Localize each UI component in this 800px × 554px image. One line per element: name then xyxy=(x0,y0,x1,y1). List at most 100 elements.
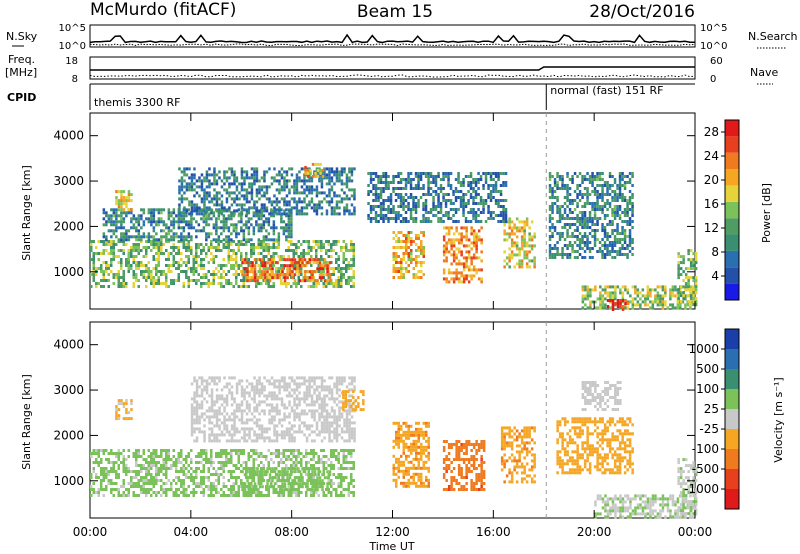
echo-cell xyxy=(330,464,333,467)
echo-cell xyxy=(215,255,218,258)
echo-cell xyxy=(155,220,158,224)
echo-cell xyxy=(455,271,458,275)
echo-cell xyxy=(631,211,634,214)
echo-cell xyxy=(689,300,692,304)
echo-cell xyxy=(135,455,138,458)
echo-cell xyxy=(415,264,418,267)
echo-cell xyxy=(207,285,210,288)
echo-cell xyxy=(120,226,123,230)
echo-cell xyxy=(252,461,255,464)
echo-cell xyxy=(190,267,193,270)
echo-cell xyxy=(230,491,233,494)
echo-cell xyxy=(125,261,128,264)
echo-cell xyxy=(250,173,254,177)
echo-cell xyxy=(288,264,292,268)
echo-cell xyxy=(150,235,153,239)
echo-cell xyxy=(227,458,230,461)
echo-cell xyxy=(447,175,450,178)
echo-cell xyxy=(287,455,290,458)
echo-cell xyxy=(102,488,105,491)
echo-cell xyxy=(609,291,612,295)
echo-cell xyxy=(122,235,126,239)
echo-cell xyxy=(601,190,604,193)
echo-cell xyxy=(669,303,672,307)
echo-cell xyxy=(212,467,215,470)
echo-cell xyxy=(115,255,118,258)
echo-cell xyxy=(260,491,263,494)
echo-cell xyxy=(322,455,325,458)
echo-cell xyxy=(278,173,281,177)
echo-cell xyxy=(182,282,185,285)
echo-cell xyxy=(694,276,698,280)
echo-cell xyxy=(170,252,173,255)
echo-cell xyxy=(298,279,302,283)
echo-cell xyxy=(145,494,148,497)
echo-cell xyxy=(282,220,286,224)
echo-cell xyxy=(412,258,415,261)
echo-cell xyxy=(487,187,490,190)
echo-cell xyxy=(332,467,335,470)
echo-cell xyxy=(230,488,233,491)
echo-cell xyxy=(603,184,607,187)
echo-cell xyxy=(252,273,255,276)
echo-cell xyxy=(312,476,315,479)
echo-cell xyxy=(193,173,196,177)
echo-cell xyxy=(305,455,308,458)
echo-cell xyxy=(230,232,233,236)
echo-cell xyxy=(105,476,108,479)
echo-cell xyxy=(277,476,280,479)
echo-cell xyxy=(337,494,340,497)
echo-cell xyxy=(145,467,148,470)
echo-cell xyxy=(623,181,627,184)
echo-cell xyxy=(230,249,233,252)
echo-cell xyxy=(287,449,290,452)
echo-cell xyxy=(240,220,243,224)
echo-cell xyxy=(290,211,293,215)
echo-cell xyxy=(452,253,456,257)
echo-cell xyxy=(312,261,315,264)
echo-cell xyxy=(260,494,263,497)
echo-cell xyxy=(235,226,238,230)
echo-cell xyxy=(586,226,589,229)
echo-cell xyxy=(626,175,629,178)
echo-cell xyxy=(402,258,405,261)
echo-cell xyxy=(303,176,306,180)
echo-cell xyxy=(220,273,223,276)
echo-cell xyxy=(147,240,150,243)
echo-cell xyxy=(255,458,258,461)
echo-cell xyxy=(132,494,135,497)
echo-cell xyxy=(285,479,288,482)
echo-cell xyxy=(694,258,698,262)
echo-cell xyxy=(508,232,511,236)
echo-cell xyxy=(190,206,194,210)
echo-cell xyxy=(252,485,255,488)
echo-cell xyxy=(165,458,168,461)
echo-cell xyxy=(402,208,405,211)
echo-cell xyxy=(130,208,133,212)
echo-cell xyxy=(314,162,317,166)
echo-cell xyxy=(664,288,667,292)
echo-cell xyxy=(340,246,343,249)
echo-cell xyxy=(561,232,564,235)
echo-cell xyxy=(419,175,423,178)
echo-cell xyxy=(193,206,196,210)
echo-cell xyxy=(474,190,478,193)
echo-cell xyxy=(177,235,181,239)
echo-cell xyxy=(240,485,243,488)
echo-cell xyxy=(417,181,420,184)
echo-cell xyxy=(497,214,500,217)
echo-cell xyxy=(265,188,269,192)
echo-cell xyxy=(606,250,609,253)
echo-cell xyxy=(223,170,226,174)
echo-cell xyxy=(180,194,184,198)
echo-cell xyxy=(195,206,199,210)
echo-cell xyxy=(245,279,248,282)
echo-cell xyxy=(220,276,223,279)
echo-cell xyxy=(621,299,625,302)
echo-cell xyxy=(172,491,175,494)
echo-cell xyxy=(140,235,143,239)
echo-cell xyxy=(581,306,585,310)
echo-cell xyxy=(182,214,186,218)
echo-cell xyxy=(594,285,597,289)
echo-cell xyxy=(277,267,280,270)
